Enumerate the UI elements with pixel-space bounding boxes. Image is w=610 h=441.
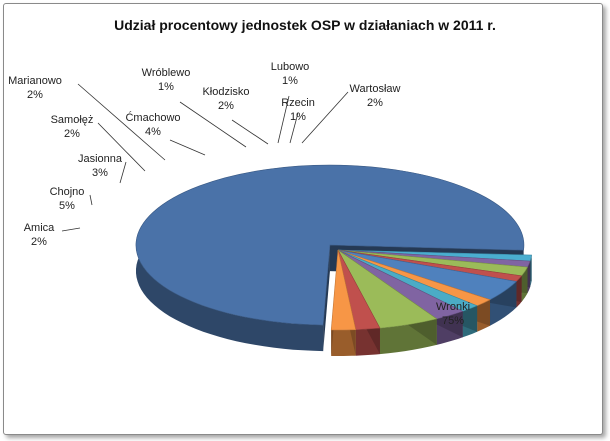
slice-label-name: Wartosław — [350, 83, 401, 95]
leader-line-samołęż — [97, 122, 146, 172]
leader-line-lubowo — [277, 95, 290, 144]
leader-line-marianowo — [77, 83, 166, 161]
slice-label-value: 5% — [59, 200, 75, 212]
slice-label-value: 2% — [31, 236, 47, 248]
slice-label-name: Jasionna — [78, 153, 123, 165]
slice-label-name: Ćmachowo — [125, 111, 180, 124]
slice-label-wróblewo: Wróblewo 1% — [142, 67, 191, 93]
slice-label-value: 75% — [442, 315, 464, 327]
slice-side — [323, 245, 330, 352]
slice-label-value: 1% — [158, 81, 174, 93]
slice-label-name: Kłodzisko — [202, 86, 249, 98]
chart-title: Udział procentowy jednostek OSP w działa… — [114, 17, 496, 33]
slice-top — [330, 249, 357, 331]
slice-top — [135, 164, 525, 326]
slice-labels: Wronki 75% Rzecin 1% Lubowo 1% Kłodzisko 2% Wrób… — [8, 61, 470, 327]
slice-label-name: Rzecin — [281, 97, 315, 109]
slice-label-value: 4% — [145, 126, 161, 138]
slice-label-name: Wronki — [436, 301, 470, 313]
slice-label-name: Wróblewo — [142, 67, 191, 79]
slice-label-amica: Amica 2% — [24, 222, 55, 248]
slice-label-name: Lubowo — [271, 61, 310, 73]
slice-label-name: Amica — [24, 222, 55, 234]
slice-label-marianowo: Marianowo 2% — [8, 75, 62, 101]
slice-label-chojno: Chojno 5% — [50, 186, 85, 212]
slice-label-value: 2% — [27, 89, 43, 101]
pie-slice-wartosław — [330, 249, 357, 356]
leader-line-ćmachowo — [169, 139, 206, 156]
leader-line-jasionna — [119, 161, 127, 184]
slice-label-wronki: Wronki 75% — [436, 301, 470, 327]
leader-line-amica — [61, 227, 81, 232]
slice-wall — [331, 329, 356, 356]
slice-label-value: 2% — [64, 128, 80, 140]
slice-label-name: Chojno — [50, 186, 85, 198]
leader-line-wartosław — [301, 91, 349, 144]
leader-line-kłodzisko — [231, 119, 269, 145]
slice-label-samołęż: Samołęż 2% — [51, 114, 94, 140]
leader-lines — [61, 83, 349, 232]
slice-label-value: 3% — [92, 167, 108, 179]
slice-label-kłodzisko: Kłodzisko 2% — [202, 86, 249, 112]
slice-label-value: 2% — [218, 100, 234, 112]
slice-label-value: 2% — [367, 97, 383, 109]
pie-slices — [135, 164, 532, 356]
slice-label-rzecin: Rzecin 1% — [281, 97, 315, 123]
leader-line-rzecin — [289, 112, 299, 144]
slice-label-ćmachowo: Ćmachowo 4% — [125, 111, 180, 138]
slice-label-name: Samołęż — [51, 114, 94, 126]
slice-label-wartosław: Wartosław 2% — [350, 83, 401, 109]
slice-label-name: Marianowo — [8, 75, 62, 87]
slice-label-lubowo: Lubowo 1% — [271, 61, 310, 87]
slice-label-jasionna: Jasionna 3% — [78, 153, 123, 179]
slice-label-value: 1% — [290, 111, 306, 123]
leader-line-chojno — [89, 194, 93, 206]
leader-line-wróblewo — [179, 101, 247, 148]
slice-label-value: 1% — [282, 75, 298, 87]
